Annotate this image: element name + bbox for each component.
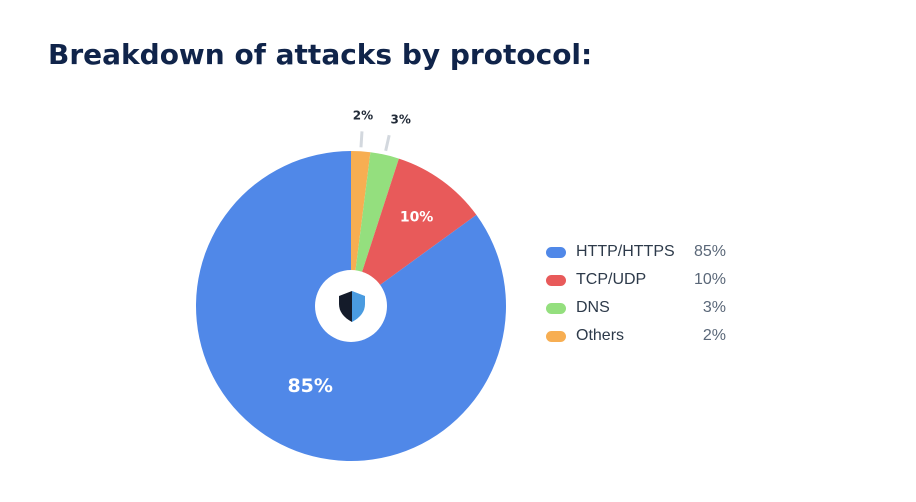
slice-label-others: 2%: [353, 108, 373, 122]
legend-item-http: HTTP/HTTPS 85%: [546, 238, 726, 266]
legend-label: TCP/UDP: [576, 271, 647, 288]
chart-title: Breakdown of attacks by protocol:: [48, 38, 593, 71]
legend-value: 2%: [702, 327, 726, 344]
legend: HTTP/HTTPS 85% TCP/UDP 10% DNS 3% Others…: [546, 238, 726, 350]
legend-swatch: [546, 246, 566, 258]
legend-label: DNS: [576, 299, 610, 316]
legend-item-others: Others 2%: [546, 322, 726, 350]
legend-value: 85%: [693, 243, 726, 260]
leader-line-others: [359, 131, 364, 148]
legend-item-tcp: TCP/UDP 10%: [546, 266, 726, 294]
legend-value: 3%: [702, 299, 726, 316]
legend-swatch: [546, 330, 566, 342]
legend-label: HTTP/HTTPS: [576, 243, 675, 260]
pie-slice-tcp: [351, 158, 477, 306]
pie-slice-dns: [351, 152, 399, 306]
legend-swatch: [546, 302, 566, 314]
legend-value: 10%: [693, 271, 726, 288]
shield-icon: [339, 291, 365, 322]
legend-label: Others: [576, 327, 625, 344]
pie-slice-others: [351, 151, 371, 306]
slice-label-tcp: 10%: [400, 210, 434, 226]
legend-item-dns: DNS 3%: [546, 294, 726, 322]
slice-label-dns: 3%: [390, 113, 410, 127]
leader-line-dns: [384, 134, 391, 152]
slice-label-http: 85%: [287, 375, 332, 397]
legend-swatch: [546, 274, 566, 286]
